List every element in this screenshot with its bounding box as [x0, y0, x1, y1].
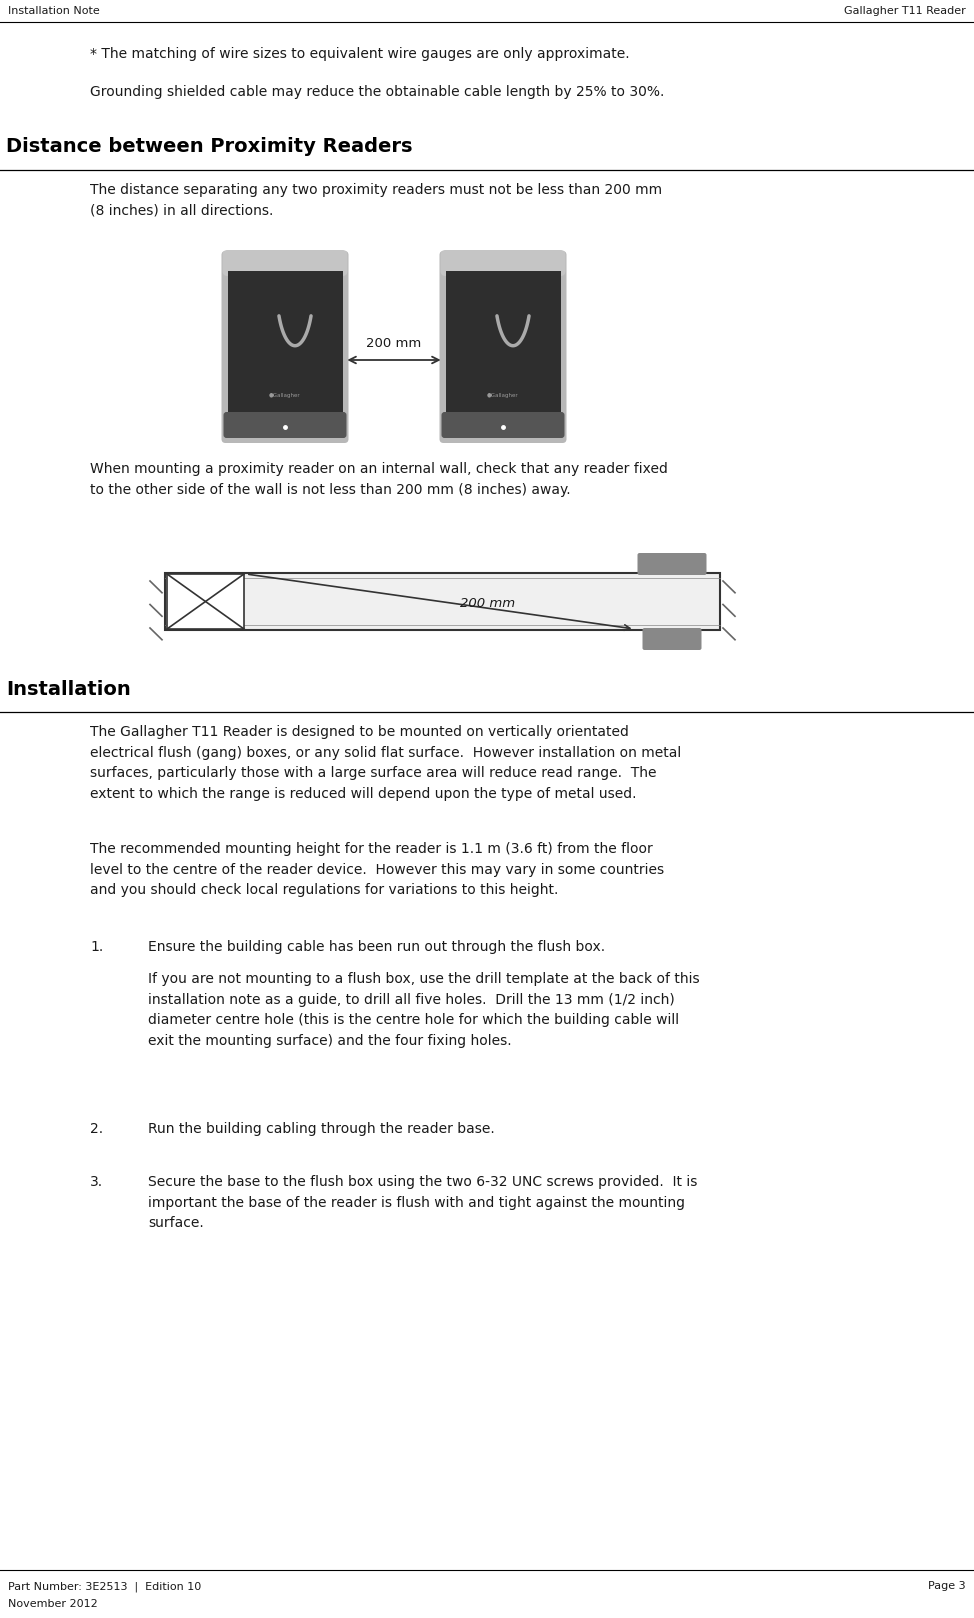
FancyBboxPatch shape [221, 251, 349, 443]
Text: If you are not mounting to a flush box, use the drill template at the back of th: If you are not mounting to a flush box, … [148, 972, 699, 1048]
FancyBboxPatch shape [222, 251, 348, 277]
Text: 1.: 1. [90, 940, 103, 955]
FancyBboxPatch shape [439, 251, 567, 443]
Text: Secure the base to the flush box using the two 6-32 UNC screws provided.  It is
: Secure the base to the flush box using t… [148, 1175, 697, 1230]
Text: ●Gallagher: ●Gallagher [487, 393, 519, 398]
Text: Installation: Installation [6, 680, 131, 699]
Text: Distance between Proximity Readers: Distance between Proximity Readers [6, 138, 413, 155]
FancyBboxPatch shape [643, 628, 701, 650]
Text: November 2012: November 2012 [8, 1599, 97, 1608]
Text: Page 3: Page 3 [928, 1581, 966, 1590]
Text: When mounting a proximity reader on an internal wall, check that any reader fixe: When mounting a proximity reader on an i… [90, 463, 668, 497]
Text: 200 mm: 200 mm [461, 597, 515, 610]
Bar [445, 270, 560, 414]
Text: * The matching of wire sizes to equivalent wire gauges are only approximate.: * The matching of wire sizes to equivale… [90, 47, 629, 61]
Text: Part Number: 3E2513  |  Edition 10: Part Number: 3E2513 | Edition 10 [8, 1581, 202, 1592]
Bar [167, 574, 244, 629]
Text: 2.: 2. [90, 1121, 103, 1136]
FancyBboxPatch shape [638, 553, 706, 574]
Text: Installation Note: Installation Note [8, 6, 99, 16]
Text: The recommended mounting height for the reader is 1.1 m (3.6 ft) from the floor
: The recommended mounting height for the … [90, 841, 664, 898]
Text: 200 mm: 200 mm [366, 337, 422, 349]
Text: Grounding shielded cable may reduce the obtainable cable length by 25% to 30%.: Grounding shielded cable may reduce the … [90, 86, 664, 99]
Text: 3.: 3. [90, 1175, 103, 1189]
Text: The Gallagher T11 Reader is designed to be mounted on vertically orientated
elec: The Gallagher T11 Reader is designed to … [90, 725, 681, 801]
Text: Run the building cabling through the reader base.: Run the building cabling through the rea… [148, 1121, 495, 1136]
FancyBboxPatch shape [440, 251, 566, 277]
Text: Ensure the building cable has been run out through the flush box.: Ensure the building cable has been run o… [148, 940, 605, 955]
Bar [228, 270, 343, 414]
FancyBboxPatch shape [441, 413, 565, 438]
FancyBboxPatch shape [223, 413, 347, 438]
Text: Gallagher T11 Reader: Gallagher T11 Reader [844, 6, 966, 16]
Text: ●Gallagher: ●Gallagher [269, 393, 301, 398]
Text: The distance separating any two proximity readers must not be less than 200 mm
(: The distance separating any two proximit… [90, 183, 662, 217]
Bar [165, 573, 720, 629]
